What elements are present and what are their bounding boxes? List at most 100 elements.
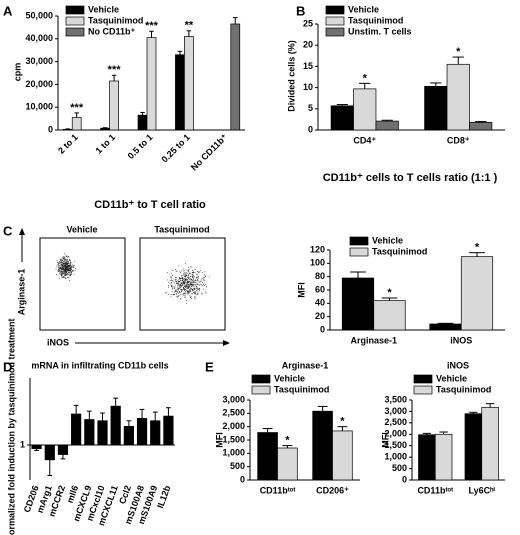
flow-dot xyxy=(175,271,177,272)
flow-dot xyxy=(57,264,59,266)
flow-dot xyxy=(181,290,183,292)
flow-dot xyxy=(189,272,191,274)
flow-dot xyxy=(180,283,182,285)
flow-dot xyxy=(192,279,194,281)
bar xyxy=(84,419,95,446)
flow-plot-frame xyxy=(139,237,226,331)
x-tick-label: 2 to 1 xyxy=(56,132,80,156)
flow-dot xyxy=(201,277,203,279)
bar xyxy=(464,413,483,481)
flow-dot xyxy=(187,285,189,287)
flow-dot xyxy=(65,260,67,262)
flow-dot xyxy=(189,284,191,286)
flow-dot xyxy=(179,277,180,279)
flow-dot xyxy=(66,265,68,267)
y-tick-label: 120 xyxy=(310,244,325,254)
flow-dot xyxy=(179,291,180,293)
flow-dot xyxy=(185,276,187,277)
flow-dot xyxy=(177,283,179,285)
flow-dot xyxy=(61,272,62,274)
flow-dot xyxy=(74,261,76,263)
flow-dot xyxy=(64,266,66,268)
flow-dot xyxy=(188,282,190,284)
flow-dot xyxy=(61,268,63,270)
y-tick-label: 1 xyxy=(20,439,25,449)
bar xyxy=(257,432,278,481)
flow-dot xyxy=(186,282,187,284)
flow-dots xyxy=(55,253,76,282)
flow-dot xyxy=(171,280,173,282)
flow-dot xyxy=(173,286,175,288)
flow-dot xyxy=(180,292,182,294)
flow-dot xyxy=(196,294,198,296)
panel-letter: E xyxy=(205,359,214,374)
y-tick-label: 1,000 xyxy=(384,452,407,462)
flow-dot xyxy=(197,273,198,275)
flow-dot xyxy=(58,268,60,270)
flow-dot xyxy=(192,270,194,272)
flow-dot xyxy=(69,267,70,269)
x-tick-label: CD11bᵗᵒᵗ xyxy=(260,485,296,495)
flow-dot xyxy=(67,273,69,275)
flow-dot xyxy=(187,270,189,272)
flow-dot xyxy=(58,265,60,267)
flow-dot xyxy=(58,277,60,279)
flow-dot xyxy=(187,280,188,282)
legend-swatch xyxy=(413,385,433,395)
flow-dot xyxy=(205,286,207,288)
flow-dot xyxy=(172,269,174,271)
x-tick-label: CD11bᵗᵒᵗ xyxy=(417,485,453,495)
flow-dot xyxy=(194,276,195,278)
flow-dot xyxy=(68,280,70,282)
flow-dot xyxy=(62,256,64,258)
flow-dot xyxy=(171,282,173,284)
flow-dot xyxy=(170,284,172,286)
flow-dot xyxy=(184,273,186,275)
y-tick-label: 50,000 xyxy=(25,10,53,20)
flow-dot xyxy=(174,290,176,292)
flow-dot xyxy=(66,268,68,270)
flow-dot xyxy=(69,268,71,270)
flow-dot xyxy=(168,281,170,283)
flow-dot xyxy=(75,268,76,270)
flow-dot xyxy=(67,269,69,271)
flow-dot xyxy=(62,272,64,274)
flow-dot xyxy=(205,283,206,285)
flow-dot xyxy=(70,273,72,275)
y-tick-label: 100 xyxy=(310,258,325,268)
flow-dot xyxy=(187,274,189,276)
flow-dot xyxy=(64,275,65,276)
legend-swatch xyxy=(325,27,345,37)
flow-dot xyxy=(69,263,71,265)
flow-dot xyxy=(197,293,199,295)
flow-dot xyxy=(179,285,181,286)
flow-dot xyxy=(68,256,70,258)
flow-dot xyxy=(199,281,201,283)
flow-dot xyxy=(186,290,188,291)
flow-dot xyxy=(187,283,189,285)
flow-dot xyxy=(197,279,199,281)
panel-letter: D xyxy=(3,359,12,374)
flow-dot xyxy=(179,286,181,287)
flow-plot-frame xyxy=(39,237,126,331)
flow-dot xyxy=(66,274,68,276)
flow-dot xyxy=(181,293,183,295)
flow-dot xyxy=(61,267,63,269)
flow-dot xyxy=(59,266,61,268)
flow-dot xyxy=(62,272,64,274)
flow-dot xyxy=(193,291,195,293)
flow-dot xyxy=(61,264,63,265)
flow-dot xyxy=(188,283,190,285)
flow-dot xyxy=(72,264,74,266)
flow-dot xyxy=(208,276,210,278)
flow-dot xyxy=(190,282,191,284)
bar xyxy=(146,37,157,131)
legend-swatch xyxy=(251,385,271,395)
flow-dot xyxy=(71,266,73,268)
flow-dot xyxy=(67,256,69,258)
flow-dot xyxy=(62,276,64,278)
flow-dot xyxy=(67,263,68,265)
y-tick-label: 3,000 xyxy=(384,406,407,416)
flow-dot xyxy=(70,266,72,268)
flow-dot xyxy=(63,261,65,263)
